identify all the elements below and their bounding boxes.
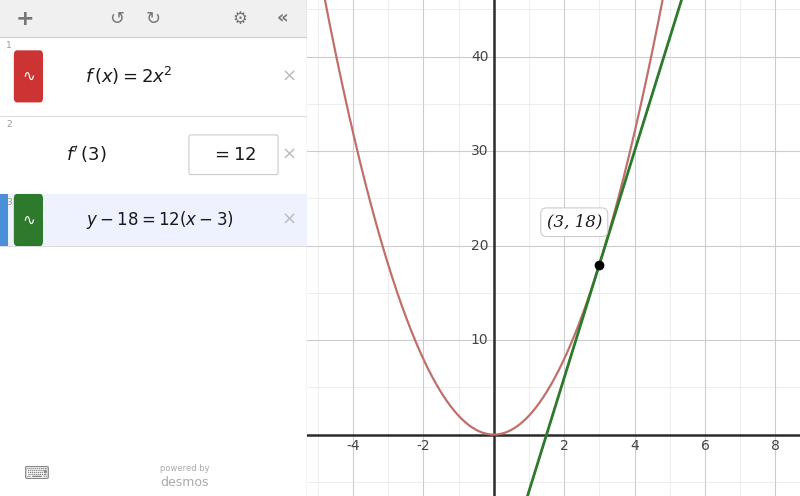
Text: ⌨: ⌨: [24, 465, 50, 483]
Text: $f\,(x) = 2x^2$: $f\,(x) = 2x^2$: [85, 65, 173, 87]
Text: $f^{\prime}\,(3)$: $f^{\prime}\,(3)$: [66, 144, 106, 165]
Text: ⚙: ⚙: [232, 9, 247, 28]
Text: ↻: ↻: [146, 9, 161, 28]
FancyBboxPatch shape: [14, 194, 43, 246]
FancyBboxPatch shape: [0, 194, 8, 246]
Text: 4: 4: [630, 439, 639, 453]
Text: ×: ×: [282, 146, 296, 164]
Text: -4: -4: [346, 439, 360, 453]
Text: 30: 30: [471, 144, 489, 158]
Text: powered by: powered by: [159, 464, 209, 473]
Text: 2: 2: [560, 439, 569, 453]
Text: $y - 18 = 12(x - 3)$: $y - 18 = 12(x - 3)$: [86, 209, 234, 231]
Text: -2: -2: [417, 439, 430, 453]
Text: ∿: ∿: [22, 212, 34, 228]
Text: ∿: ∿: [22, 69, 34, 84]
Text: 6: 6: [701, 439, 710, 453]
Text: ×: ×: [282, 67, 296, 85]
FancyBboxPatch shape: [0, 194, 307, 246]
FancyBboxPatch shape: [0, 0, 307, 37]
Text: (3, 18): (3, 18): [546, 214, 602, 231]
Text: 20: 20: [471, 239, 489, 252]
Text: 2: 2: [6, 120, 12, 128]
Text: ↺: ↺: [109, 9, 124, 28]
FancyBboxPatch shape: [14, 50, 43, 103]
Text: «: «: [277, 9, 289, 28]
Text: 40: 40: [471, 50, 489, 63]
Text: ×: ×: [282, 211, 296, 229]
Text: 3: 3: [6, 198, 12, 207]
Text: desmos: desmos: [160, 476, 209, 489]
Text: +: +: [15, 8, 34, 29]
FancyBboxPatch shape: [189, 135, 278, 175]
Text: 8: 8: [771, 439, 780, 453]
Text: 10: 10: [471, 333, 489, 347]
Text: 1: 1: [6, 41, 12, 50]
Text: $= 12$: $= 12$: [211, 146, 256, 164]
